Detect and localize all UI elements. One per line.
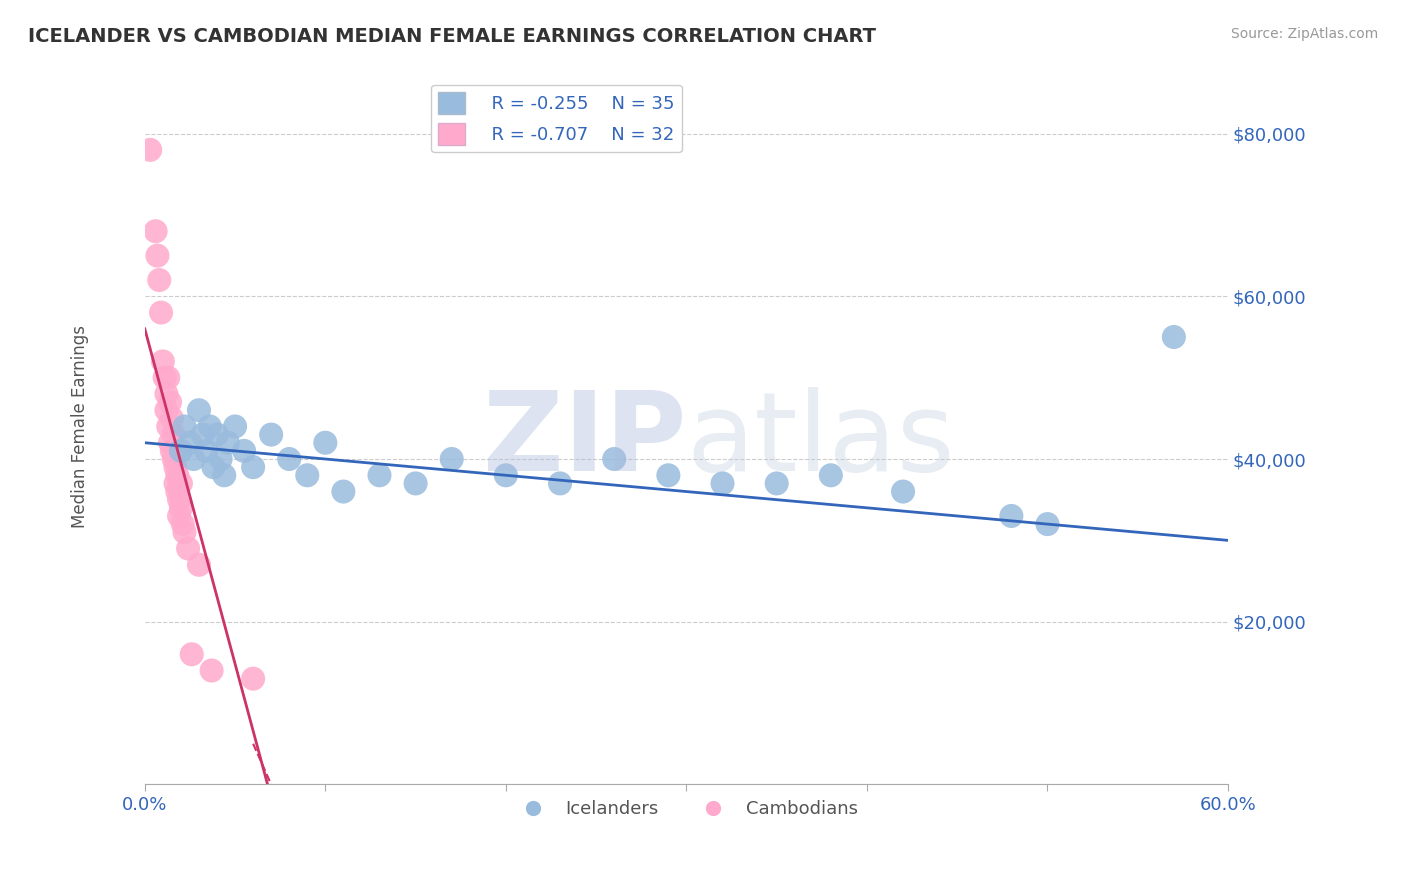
Point <box>173 525 195 540</box>
Point <box>260 427 283 442</box>
Legend: Icelanders, Cambodians: Icelanders, Cambodians <box>508 793 865 825</box>
Point <box>148 273 170 287</box>
Point <box>155 387 177 401</box>
Point <box>139 143 162 157</box>
Point <box>170 500 193 515</box>
Point <box>170 476 193 491</box>
Point <box>765 476 787 491</box>
Point <box>217 435 239 450</box>
Point <box>242 460 264 475</box>
Point <box>209 452 232 467</box>
Point <box>183 452 205 467</box>
Point <box>198 419 221 434</box>
Point <box>165 476 187 491</box>
Point <box>160 443 183 458</box>
Point <box>163 427 186 442</box>
Point <box>179 435 201 450</box>
Point <box>440 452 463 467</box>
Text: atlas: atlas <box>686 387 955 494</box>
Y-axis label: Median Female Earnings: Median Female Earnings <box>72 325 89 528</box>
Point <box>160 411 183 425</box>
Point <box>145 224 167 238</box>
Point <box>495 468 517 483</box>
Point <box>166 468 188 483</box>
Point <box>233 443 256 458</box>
Point <box>603 452 626 467</box>
Point <box>314 435 336 450</box>
Point <box>157 419 180 434</box>
Point <box>368 468 391 483</box>
Point <box>191 427 214 442</box>
Point <box>195 443 218 458</box>
Point <box>657 468 679 483</box>
Point <box>172 517 194 532</box>
Point <box>188 558 211 572</box>
Point <box>205 427 228 442</box>
Point <box>167 508 190 523</box>
Point <box>332 484 354 499</box>
Point <box>711 476 734 491</box>
Point <box>165 460 187 475</box>
Point <box>153 370 176 384</box>
Point <box>159 395 181 409</box>
Point <box>173 419 195 434</box>
Point <box>166 484 188 499</box>
Point <box>891 484 914 499</box>
Point <box>152 354 174 368</box>
Point <box>167 492 190 507</box>
Point <box>278 452 301 467</box>
Point <box>180 647 202 661</box>
Point <box>188 403 211 417</box>
Text: ICELANDER VS CAMBODIAN MEDIAN FEMALE EARNINGS CORRELATION CHART: ICELANDER VS CAMBODIAN MEDIAN FEMALE EAR… <box>28 27 876 45</box>
Point <box>150 305 173 319</box>
Text: Source: ZipAtlas.com: Source: ZipAtlas.com <box>1230 27 1378 41</box>
Point <box>820 468 842 483</box>
Point <box>405 476 427 491</box>
Point <box>1163 330 1185 344</box>
Point <box>297 468 319 483</box>
Point <box>177 541 200 556</box>
Point <box>202 460 225 475</box>
Point <box>146 249 169 263</box>
Point <box>242 672 264 686</box>
Point <box>1000 508 1022 523</box>
Point <box>170 443 193 458</box>
Point <box>155 403 177 417</box>
Point <box>159 435 181 450</box>
Point <box>163 452 186 467</box>
Point <box>212 468 235 483</box>
Point <box>548 476 571 491</box>
Point <box>224 419 246 434</box>
Text: ZIP: ZIP <box>484 387 686 494</box>
Point <box>200 664 222 678</box>
Point <box>1036 517 1059 532</box>
Point <box>157 370 180 384</box>
